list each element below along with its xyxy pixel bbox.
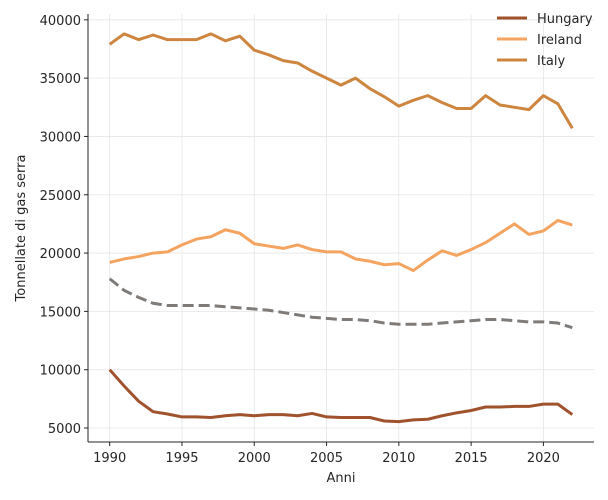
x-tick-label: 2020 xyxy=(527,451,560,466)
series-layer xyxy=(108,32,574,424)
legend-label: Italy xyxy=(537,54,566,69)
y-tick-label: 10000 xyxy=(40,364,81,379)
series-line-italy xyxy=(108,32,574,130)
x-axis-ticks: 1990 1995 2000 2005 2010 2015 2020 xyxy=(93,442,560,466)
y-axis-ticks: 5000 10000 15000 20000 25000 30000 35000 40000 xyxy=(40,14,88,437)
y-axis-title: Tonnellate di gas serra xyxy=(14,155,29,303)
grid-lines xyxy=(88,14,594,442)
legend-label: Ireland xyxy=(537,33,582,48)
y-tick-label: 35000 xyxy=(40,72,81,87)
axes xyxy=(87,14,594,443)
y-tick-label: 30000 xyxy=(40,130,81,145)
y-tick-label: 25000 xyxy=(40,189,81,204)
series-line-hungary xyxy=(108,368,574,424)
y-tick-label: 5000 xyxy=(48,422,81,437)
y-tick-label: 15000 xyxy=(40,305,81,320)
x-axis-title: Anni xyxy=(327,471,356,486)
x-tick-label: 2010 xyxy=(382,451,415,466)
x-tick-label: 1990 xyxy=(93,451,126,466)
y-tick-label: 20000 xyxy=(40,247,81,262)
y-tick-label: 40000 xyxy=(40,14,81,29)
x-tick-label: 2000 xyxy=(238,451,271,466)
legend-label: Hungary xyxy=(537,12,593,27)
series-line-ireland xyxy=(109,218,573,273)
x-tick-label: 1995 xyxy=(165,451,198,466)
series-line-unlabeled-3 xyxy=(108,277,573,330)
x-tick-label: 2005 xyxy=(310,451,343,466)
x-tick-label: 2015 xyxy=(455,451,488,466)
legend: Hungary Ireland Italy xyxy=(497,12,593,69)
